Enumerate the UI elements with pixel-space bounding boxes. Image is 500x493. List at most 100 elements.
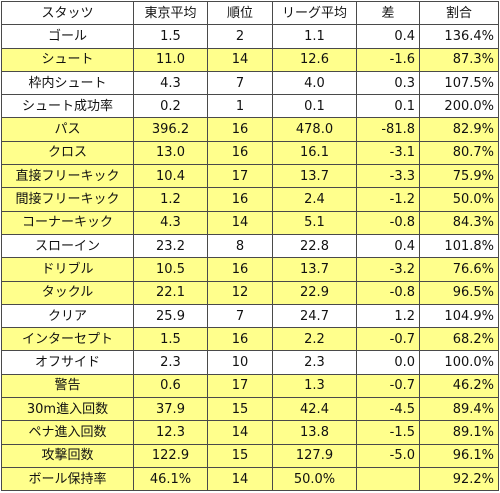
difference-cell: -5.0 xyxy=(356,443,420,468)
tokyo-average-cell: 10.5 xyxy=(133,257,208,282)
table-row: シュート 11.0 14 12.6 -1.6 87.3% xyxy=(1,47,499,72)
tokyo-average-cell: 13.0 xyxy=(133,140,208,166)
tokyo-average-cell: 0.6 xyxy=(133,373,208,399)
tokyo-average-cell: 12.3 xyxy=(133,420,208,445)
stat-cell: インターセプト xyxy=(1,327,134,352)
league-average-cell: 13.8 xyxy=(272,420,357,445)
tokyo-average-cell: 0.2 xyxy=(133,94,208,119)
ratio-cell: 87.3% xyxy=(419,47,499,72)
table-row: パス 396.2 16 478.0 -81.8 82.9% xyxy=(1,117,499,142)
difference-cell: 0.1 xyxy=(356,94,420,119)
stat-cell: クロス xyxy=(1,140,134,166)
table-header: スタッツ 東京平均 順位 リーグ平均 差 割合 xyxy=(1,0,499,26)
rank-cell: 16 xyxy=(207,257,273,282)
difference-cell: 1.2 xyxy=(356,303,420,329)
stat-cell: スローイン xyxy=(1,233,134,259)
rank-cell: 2 xyxy=(207,24,273,49)
difference-cell: 0.0 xyxy=(356,350,420,375)
stat-cell: 30m進入回数 xyxy=(1,397,134,422)
tokyo-average-cell: 25.9 xyxy=(133,303,208,329)
ratio-cell: 92.2% xyxy=(419,466,499,492)
difference-cell: -0.8 xyxy=(356,280,420,305)
table-row: オフサイド 2.3 10 2.3 0.0 100.0% xyxy=(1,350,499,375)
league-average-cell: 42.4 xyxy=(272,397,357,422)
rank-cell: 16 xyxy=(207,187,273,212)
league-average-cell: 1.1 xyxy=(272,24,357,49)
ratio-cell: 50.0% xyxy=(419,187,499,212)
header-ratio: 割合 xyxy=(419,0,499,26)
table-row: 直接フリーキック 10.4 17 13.7 -3.3 75.9% xyxy=(1,164,499,189)
ratio-cell: 200.0% xyxy=(419,94,499,119)
league-average-cell: 5.1 xyxy=(272,210,357,235)
tokyo-average-cell: 22.1 xyxy=(133,280,208,305)
table-row: 攻撃回数 122.9 15 127.9 -5.0 96.1% xyxy=(1,443,499,468)
rank-cell: 17 xyxy=(207,373,273,399)
rank-cell: 1 xyxy=(207,94,273,119)
stat-cell: シュート xyxy=(1,47,134,72)
league-average-cell: 2.3 xyxy=(272,350,357,375)
table-body: ゴール 1.5 2 1.1 0.4 136.4% シュート 11.0 14 12.6 -1.6 87.… xyxy=(1,24,499,492)
rank-cell: 15 xyxy=(207,397,273,422)
header-difference: 差 xyxy=(356,0,420,26)
league-average-cell: 2.2 xyxy=(272,327,357,352)
table-row: ゴール 1.5 2 1.1 0.4 136.4% xyxy=(1,24,499,49)
ratio-cell: 101.8% xyxy=(419,233,499,259)
ratio-cell: 96.1% xyxy=(419,443,499,468)
league-average-cell: 4.0 xyxy=(272,70,357,96)
tokyo-average-cell: 4.3 xyxy=(133,70,208,96)
stat-cell: ボール保持率 xyxy=(1,466,134,492)
difference-cell: -3.2 xyxy=(356,257,420,282)
table-row: 間接フリーキック 1.2 16 2.4 -1.2 50.0% xyxy=(1,187,499,212)
difference-cell: -81.8 xyxy=(356,117,420,142)
tokyo-average-cell: 2.3 xyxy=(133,350,208,375)
ratio-cell: 75.9% xyxy=(419,164,499,189)
ratio-cell: 80.7% xyxy=(419,140,499,166)
tokyo-average-cell: 122.9 xyxy=(133,443,208,468)
difference-cell: -0.7 xyxy=(356,373,420,399)
stat-cell: ドリブル xyxy=(1,257,134,282)
rank-cell: 16 xyxy=(207,140,273,166)
stat-cell: 直接フリーキック xyxy=(1,164,134,189)
ratio-cell: 96.5% xyxy=(419,280,499,305)
tokyo-average-cell: 46.1% xyxy=(133,466,208,492)
rank-cell: 16 xyxy=(207,327,273,352)
header-tokyo-average: 東京平均 xyxy=(133,0,208,26)
league-average-cell: 1.3 xyxy=(272,373,357,399)
ratio-cell: 68.2% xyxy=(419,327,499,352)
tokyo-average-cell: 1.5 xyxy=(133,24,208,49)
rank-cell: 10 xyxy=(207,350,273,375)
stat-cell: ゴール xyxy=(1,24,134,49)
difference-cell: -0.7 xyxy=(356,327,420,352)
tokyo-average-cell: 37.9 xyxy=(133,397,208,422)
rank-cell: 14 xyxy=(207,420,273,445)
league-average-cell: 12.6 xyxy=(272,47,357,72)
rank-cell: 14 xyxy=(207,466,273,492)
difference-cell: -1.2 xyxy=(356,187,420,212)
difference-cell: -0.8 xyxy=(356,210,420,235)
table-row: 30m進入回数 37.9 15 42.4 -4.5 89.4% xyxy=(1,397,499,422)
difference-cell: 0.4 xyxy=(356,233,420,259)
table-row: クロス 13.0 16 16.1 -3.1 80.7% xyxy=(1,140,499,166)
tokyo-average-cell: 10.4 xyxy=(133,164,208,189)
league-average-cell: 22.9 xyxy=(272,280,357,305)
league-average-cell: 24.7 xyxy=(272,303,357,329)
rank-cell: 17 xyxy=(207,164,273,189)
ratio-cell: 89.4% xyxy=(419,397,499,422)
tokyo-average-cell: 23.2 xyxy=(133,233,208,259)
rank-cell: 7 xyxy=(207,70,273,96)
stat-cell: シュート成功率 xyxy=(1,94,134,119)
header-rank: 順位 xyxy=(207,0,273,26)
difference-cell: 0.4 xyxy=(356,24,420,49)
table-row: シュート成功率 0.2 1 0.1 0.1 200.0% xyxy=(1,94,499,119)
difference-cell: -4.5 xyxy=(356,397,420,422)
league-average-cell: 50.0% xyxy=(272,466,357,492)
header-stat: スタッツ xyxy=(1,0,134,26)
table-row: ボール保持率 46.1% 14 50.0% 92.2% xyxy=(1,466,499,492)
tokyo-average-cell: 1.2 xyxy=(133,187,208,212)
ratio-cell: 100.0% xyxy=(419,350,499,375)
difference-cell: -1.6 xyxy=(356,47,420,72)
rank-cell: 16 xyxy=(207,117,273,142)
table-row: インターセプト 1.5 16 2.2 -0.7 68.2% xyxy=(1,327,499,352)
stat-cell: 警告 xyxy=(1,373,134,399)
